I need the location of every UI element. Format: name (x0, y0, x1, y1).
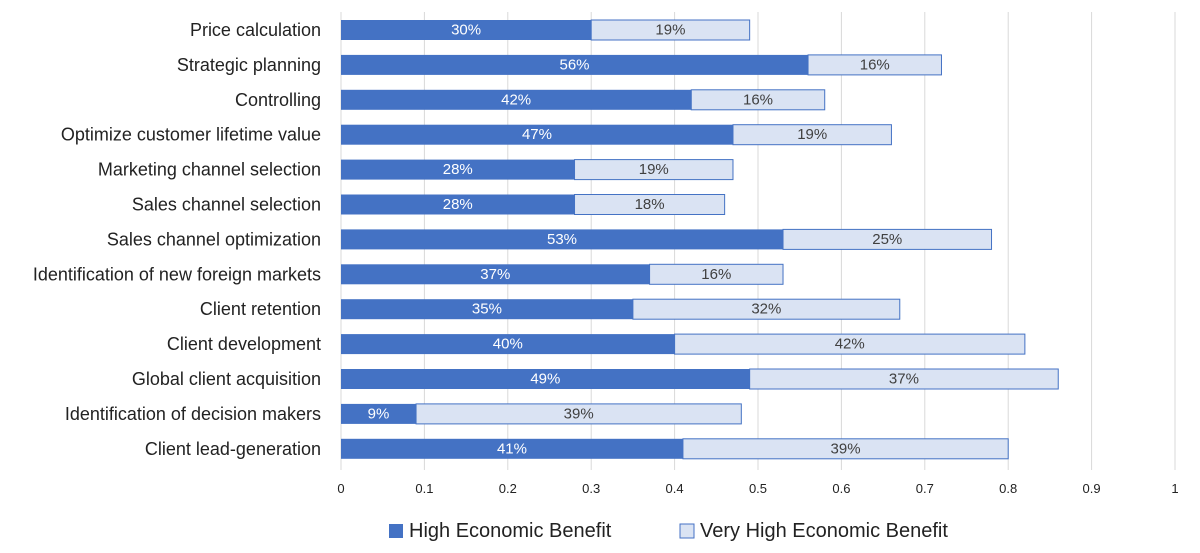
x-tick-label: 0.6 (832, 481, 850, 496)
bar-high-benefit (341, 403, 417, 424)
data-label: 49% (530, 371, 560, 388)
category-label: Global client acquisition (132, 369, 321, 389)
legend-label-high-benefit: High Economic Benefit (409, 520, 612, 542)
data-label: 16% (743, 91, 773, 108)
bar-very-high-benefit (682, 438, 1009, 460)
bar-high-benefit (341, 159, 575, 180)
category-label: Sales channel selection (132, 195, 321, 215)
bar-very-high-benefit (649, 263, 784, 285)
bar-very-high-benefit (415, 403, 742, 425)
bar-very-high-benefit (749, 368, 1059, 390)
category-label: Price calculation (190, 20, 321, 40)
legend: High Economic Benefit Very High Economic … (389, 520, 948, 542)
data-label: 35% (472, 301, 502, 318)
category-label: Optimize customer lifetime value (61, 125, 321, 145)
category-label: Identification of new foreign markets (33, 264, 321, 284)
data-label: 28% (443, 161, 473, 178)
data-label: 16% (701, 266, 731, 283)
x-tick-label: 0.4 (666, 481, 684, 496)
bar-high-benefit (341, 20, 592, 40)
category-label: Client lead-generation (145, 439, 321, 459)
bar-very-high-benefit (782, 228, 993, 250)
category-label: Identification of decision makers (65, 404, 321, 424)
x-tick-label: 0.5 (749, 481, 767, 496)
x-tick-label: 1 (1171, 481, 1178, 496)
bar-high-benefit (341, 124, 733, 145)
data-label: 40% (493, 336, 523, 353)
category-label: Marketing channel selection (98, 160, 321, 180)
data-label: 25% (872, 231, 902, 248)
x-axis-tick-labels: 0 0.1 0.2 0.3 0.4 0.5 0.6 0.7 0.8 0.9 1 (337, 481, 1178, 496)
x-tick-label: 0.9 (1083, 481, 1101, 496)
data-label: 19% (797, 126, 827, 143)
bar-very-high-benefit (732, 124, 892, 146)
bar-high-benefit (341, 264, 650, 285)
category-labels: Price calculation Strategic planning Contr… (33, 20, 321, 459)
x-tick-label: 0.2 (499, 481, 517, 496)
legend-swatch-high-benefit (389, 524, 403, 538)
bar-very-high-benefit (690, 89, 826, 111)
category-label: Sales channel optimization (107, 229, 321, 249)
x-tick-label: 0.3 (582, 481, 600, 496)
category-label: Controlling (235, 90, 321, 110)
data-label: 42% (501, 91, 531, 108)
x-tick-label: 0.1 (415, 481, 433, 496)
data-label: 41% (497, 440, 527, 457)
data-label: 16% (860, 56, 890, 73)
data-label: 19% (639, 161, 669, 178)
bar-very-high-benefit (674, 333, 1026, 355)
data-label: 39% (564, 405, 594, 422)
bar-very-high-benefit (807, 54, 942, 76)
bar-high-benefit (341, 194, 575, 215)
x-tick-label: 0 (337, 481, 344, 496)
data-label: 28% (443, 196, 473, 213)
data-label: 9% (368, 405, 390, 422)
data-label: 39% (831, 440, 861, 457)
data-label: 30% (451, 22, 481, 39)
data-label: 53% (547, 231, 577, 248)
legend-swatch-very-high-benefit (679, 523, 695, 539)
bars: 30% 19% 56% 16% 42% 16% 47% 19% 28% 19% 28% 18% 53% 2… (341, 19, 1059, 460)
data-label: 37% (480, 266, 510, 283)
bar-high-benefit (341, 334, 675, 355)
bar-high-benefit (341, 369, 750, 389)
bar-very-high-benefit (632, 298, 901, 320)
bar-very-high-benefit (574, 159, 734, 181)
category-label: Client development (167, 334, 321, 354)
bar-high-benefit (341, 438, 683, 459)
category-label: Client retention (200, 299, 321, 319)
data-label: 37% (889, 371, 919, 388)
x-tick-label: 0.8 (999, 481, 1017, 496)
bar-very-high-benefit (574, 194, 726, 215)
bar-high-benefit (341, 229, 784, 250)
data-label: 56% (560, 56, 590, 73)
data-label: 18% (635, 196, 665, 213)
data-label: 32% (751, 301, 781, 318)
legend-label-very-high-benefit: Very High Economic Benefit (700, 520, 948, 542)
bar-very-high-benefit (590, 19, 751, 41)
bar-high-benefit (341, 89, 692, 110)
data-label: 19% (655, 22, 685, 39)
data-label: 47% (522, 126, 552, 143)
category-label: Strategic planning (177, 55, 321, 75)
data-label: 42% (835, 336, 865, 353)
bar-high-benefit (341, 54, 809, 75)
x-tick-label: 0.7 (916, 481, 934, 496)
bar-high-benefit (341, 299, 633, 320)
